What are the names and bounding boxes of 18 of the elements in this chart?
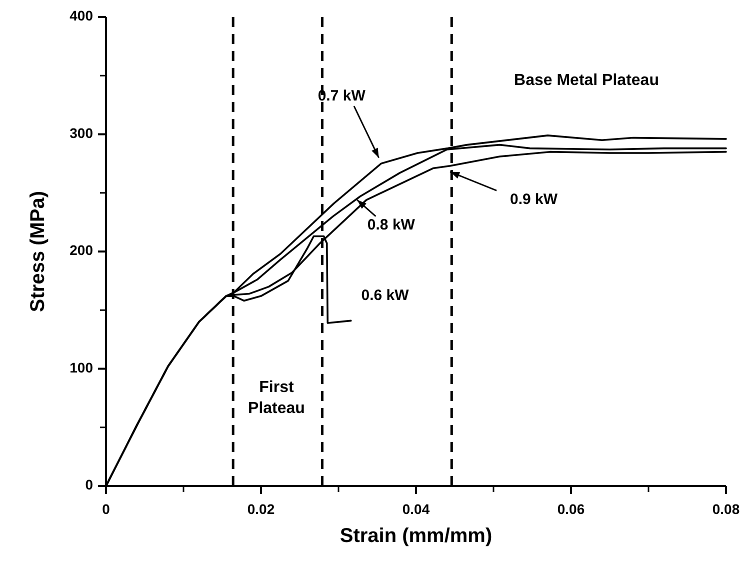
x-tick-label: 0.02 (247, 501, 275, 517)
y-axis-title: Stress (MPa) (27, 190, 49, 312)
text: 0.7 kW (318, 88, 366, 105)
legend-label: 0.8 kW (367, 216, 416, 234)
y-tick-label: 300 (70, 124, 94, 141)
y-tick-label: 200 (70, 242, 94, 258)
series-label: 0.6 kW (361, 287, 410, 304)
y-tick-label: 0 (85, 476, 94, 493)
y-tick-label: 400 (70, 8, 94, 24)
x-tick-label: 0.06 (557, 501, 585, 517)
x-tick-label: 0 (102, 501, 110, 517)
x-axis-title: Strain (mm/mm) (340, 525, 492, 547)
text: 0.9 kW (510, 190, 558, 208)
y-tick-label: 100 (70, 359, 94, 376)
annotation: First Plateau (248, 379, 305, 418)
x-tick-label: 0.04 (402, 501, 430, 517)
x-tick-label: 0.08 (712, 501, 740, 517)
annotation: Base Metal Plateau (514, 72, 659, 90)
